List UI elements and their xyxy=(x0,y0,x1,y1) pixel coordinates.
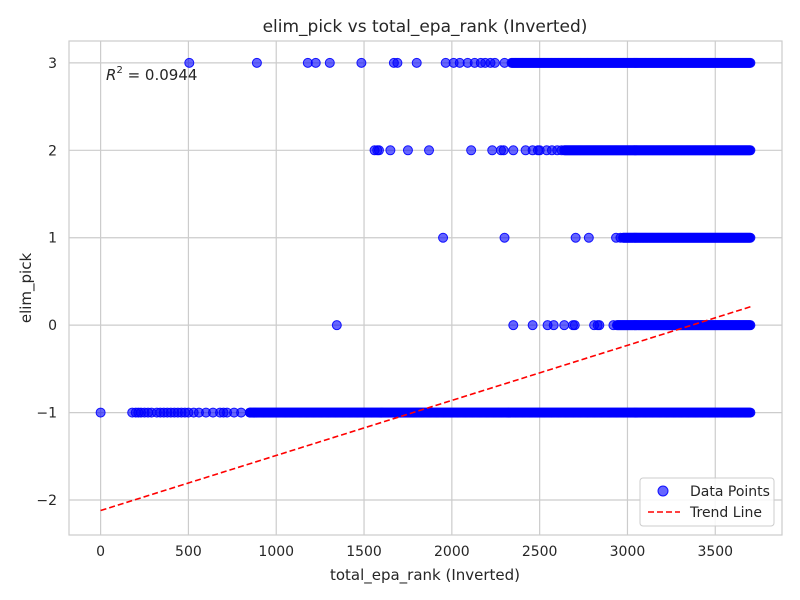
data-point xyxy=(184,57,195,68)
data-points-layer xyxy=(95,57,756,418)
legend-label-trend-line: Trend Line xyxy=(689,505,762,521)
y-tick-label: 0 xyxy=(48,318,57,334)
r-squared-value: = 0.0944 xyxy=(123,66,198,84)
data-point xyxy=(438,232,449,243)
data-point xyxy=(95,407,106,418)
data-point xyxy=(373,145,384,156)
data-point xyxy=(548,320,559,331)
data-point xyxy=(356,57,367,68)
x-tick-label: 0 xyxy=(96,544,105,560)
dense-point-cluster xyxy=(511,58,751,68)
x-tick-label: 500 xyxy=(175,544,202,560)
dense-point-cluster xyxy=(249,408,751,418)
x-tick-label: 3500 xyxy=(697,544,733,560)
data-point xyxy=(508,320,519,331)
data-point xyxy=(498,145,509,156)
data-point xyxy=(570,232,581,243)
data-point xyxy=(331,320,342,331)
y-axis-label: elim_pick xyxy=(17,253,36,324)
data-point xyxy=(569,320,580,331)
data-point xyxy=(559,320,570,331)
y-tick-label: −2 xyxy=(36,493,57,509)
trend-line-layer xyxy=(100,306,751,512)
grid-lines xyxy=(69,41,782,535)
data-point xyxy=(499,232,510,243)
x-tick-label: 2500 xyxy=(522,544,558,560)
r-squared-superscript: 2 xyxy=(116,65,122,76)
y-tick-label: 1 xyxy=(48,231,57,247)
data-point xyxy=(251,57,262,68)
data-point xyxy=(583,232,594,243)
x-tick-label: 2000 xyxy=(434,544,470,560)
data-point xyxy=(236,407,247,418)
legend-label-data-points: Data Points xyxy=(690,484,770,500)
tick-labels: 0 500 1000 1500 2000 2500 3000 3500 −2 −1 0 1 2 3 xyxy=(36,56,733,560)
x-tick-label: 1000 xyxy=(258,544,294,560)
data-point xyxy=(487,145,498,156)
data-point xyxy=(508,145,519,156)
data-point xyxy=(466,145,477,156)
data-point xyxy=(527,320,538,331)
x-tick-label: 3000 xyxy=(610,544,646,560)
data-point xyxy=(392,57,403,68)
data-point xyxy=(594,320,605,331)
r-squared-annotation: R2 = 0.0944 xyxy=(106,65,197,84)
dense-point-cluster xyxy=(616,320,751,330)
x-tick-label: 1500 xyxy=(346,544,382,560)
y-tick-label: 2 xyxy=(48,143,57,159)
x-axis-label: total_epa_rank (Inverted) xyxy=(330,566,520,585)
legend: Data Points Trend Line xyxy=(639,477,775,527)
legend-box xyxy=(639,477,775,527)
legend-marker-data-points xyxy=(657,485,669,497)
data-point xyxy=(385,145,396,156)
dense-point-cluster xyxy=(564,145,751,155)
trend-line xyxy=(100,306,751,512)
y-tick-label: −1 xyxy=(36,406,57,422)
plot-frame xyxy=(68,40,783,536)
r-squared-symbol: R xyxy=(106,66,116,84)
data-point xyxy=(324,57,335,68)
data-point xyxy=(402,145,413,156)
y-tick-label: 3 xyxy=(48,56,57,72)
dense-point-cluster xyxy=(623,233,751,243)
data-point xyxy=(310,57,321,68)
chart-title: elim_pick vs total_epa_rank (Inverted) xyxy=(263,17,588,37)
data-point xyxy=(411,57,422,68)
data-point xyxy=(424,145,435,156)
data-point xyxy=(489,57,500,68)
